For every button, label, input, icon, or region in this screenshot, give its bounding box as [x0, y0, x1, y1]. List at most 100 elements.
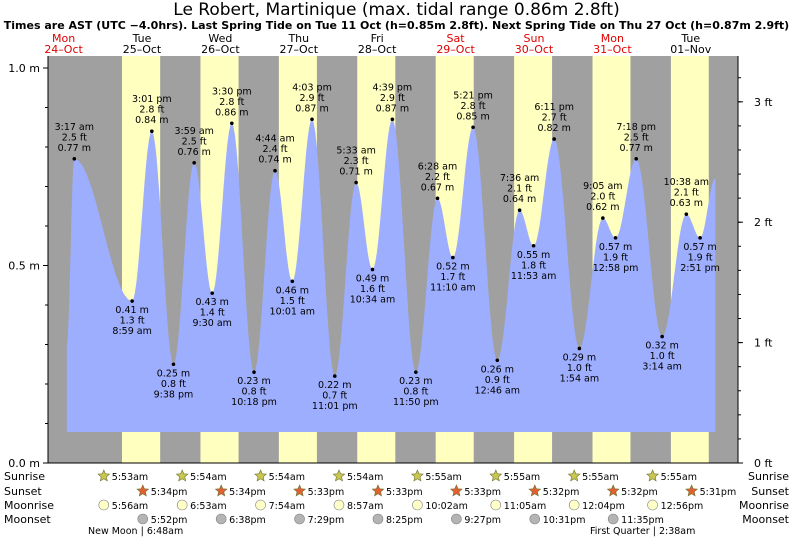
sunset-time: 5:33pm — [464, 487, 501, 498]
low-tide-metres: 0.43 m — [195, 297, 228, 308]
high-tide-marker — [72, 157, 77, 161]
moonset-time: 9:27pm — [464, 515, 501, 526]
high-tide-marker — [552, 137, 556, 141]
moonset-time: 11:35pm — [621, 515, 664, 526]
low-tide-feet: 1.0 ft — [567, 363, 592, 374]
low-tide-marker — [210, 291, 215, 295]
low-tide-metres: 0.41 m — [115, 305, 148, 316]
daylight-band-lower — [200, 432, 239, 463]
low-tide-feet: 0.8 ft — [161, 379, 186, 390]
moonset-icon — [607, 513, 619, 525]
day-name: Mon — [601, 32, 624, 45]
almanac-label-right-sunset: Sunset — [751, 485, 789, 498]
sunset-icon — [685, 484, 699, 497]
almanac-label-sunrise: Sunrise — [4, 470, 45, 483]
sunrise-time: 5:54am — [269, 472, 305, 483]
low-tide-metres: 0.49 m — [356, 273, 389, 284]
sunrise-time: 5:55am — [661, 472, 697, 483]
moonrise-icon — [98, 499, 110, 511]
low-tide-time: 11:53 am — [511, 271, 556, 282]
high-tide-metres: 0.76 m — [177, 147, 210, 158]
sunrise-time: 5:55am — [425, 472, 461, 483]
sunset-time: 5:32pm — [621, 487, 658, 498]
sunset-icon — [214, 484, 228, 497]
low-tide-metres: 0.52 m — [436, 262, 469, 273]
chart-subtitle: Times are AST (UTC −4.0hrs). Last Spring… — [3, 19, 790, 32]
low-tide-feet: 0.8 ft — [403, 387, 428, 398]
high-tide-time: 4:03 pm — [292, 82, 332, 93]
sunrise-time: 5:53am — [112, 472, 148, 483]
sunrise-time: 5:54am — [190, 472, 226, 483]
low-tide-feet: 1.9 ft — [603, 252, 628, 263]
high-tide-metres: 0.62 m — [586, 202, 619, 213]
low-tide-metres: 0.57 m — [683, 242, 716, 253]
high-tide-time: 9:05 am — [583, 181, 622, 192]
low-tide-marker — [451, 255, 455, 260]
low-tide-time: 2:51 pm — [680, 263, 720, 274]
almanac-label-moonset: Moonset — [4, 513, 51, 526]
low-tide-metres: 0.46 m — [276, 285, 309, 296]
day-name: Mon — [52, 32, 75, 45]
low-tide-marker — [531, 243, 536, 248]
low-tide-metres: 0.23 m — [237, 376, 270, 387]
sunset-icon — [606, 484, 620, 497]
low-tide-time: 1:54 am — [560, 373, 599, 384]
day-date: 25–Oct — [123, 43, 162, 56]
sunrise-icon — [646, 469, 660, 482]
moonset-time: 7:29pm — [308, 515, 345, 526]
almanac-label-right-moonrise: Moonrise — [739, 499, 789, 512]
high-tide-metres: 0.87 m — [376, 103, 409, 114]
high-tide-marker — [150, 129, 154, 133]
high-tide-feet: 2.5 ft — [182, 136, 207, 147]
day-name: Fri — [371, 32, 384, 45]
high-tide-time: 5:33 am — [336, 146, 375, 157]
high-tide-metres: 0.77 m — [58, 143, 91, 154]
right-tick-label: 1 ft — [754, 337, 773, 350]
sunset-time: 5:33pm — [386, 487, 423, 498]
low-tide-time: 10:01 am — [270, 306, 315, 317]
high-tide-metres: 0.74 m — [258, 155, 291, 166]
sunset-time: 5:33pm — [308, 487, 345, 498]
left-tick-label: 0.0 m — [8, 457, 40, 470]
high-tide-marker — [601, 216, 605, 220]
day-date: 29–Oct — [436, 43, 475, 56]
low-tide-feet: 0.9 ft — [485, 375, 510, 386]
day-name: Wed — [208, 32, 232, 45]
daylight-band-lower — [122, 432, 161, 463]
day-date: 24–Oct — [44, 43, 83, 56]
day-name: Sun — [524, 32, 545, 45]
low-tide-marker — [660, 334, 664, 339]
low-tide-feet: 1.8 ft — [521, 260, 546, 271]
high-tide-feet: 2.8 ft — [139, 105, 164, 116]
right-tick-label: 0 ft — [754, 457, 773, 470]
high-tide-marker — [310, 117, 314, 122]
high-tide-feet: 2.1 ft — [507, 184, 532, 195]
low-tide-feet: 1.0 ft — [650, 351, 675, 362]
high-tide-time: 7:18 pm — [616, 122, 656, 133]
low-tide-time: 11:10 am — [430, 283, 475, 294]
low-tide-marker — [577, 346, 582, 351]
left-tick-label: 1.0 m — [8, 62, 40, 75]
moonrise-time: 11:05am — [504, 501, 546, 512]
almanac-label-right-sunrise: Sunrise — [748, 470, 789, 483]
high-tide-marker — [192, 161, 196, 165]
sunrise-icon — [410, 469, 424, 482]
high-tide-metres: 0.85 m — [456, 111, 489, 122]
high-tide-time: 3:59 am — [174, 126, 213, 137]
high-tide-marker — [273, 168, 277, 173]
low-tide-metres: 0.29 m — [563, 352, 596, 363]
high-tide-feet: 2.7 ft — [542, 113, 567, 124]
high-tide-marker — [435, 196, 440, 201]
moonset-icon — [137, 513, 149, 525]
high-tide-time: 7:36 am — [500, 173, 539, 184]
low-tide-metres: 0.26 m — [481, 364, 514, 375]
day-name: Tue — [680, 32, 700, 45]
moon-phase-new: New Moon | 6:48am — [88, 526, 183, 537]
sunset-icon — [293, 484, 307, 497]
high-tide-marker — [230, 121, 234, 126]
sunrise-icon — [175, 469, 189, 482]
low-tide-marker — [130, 299, 134, 303]
high-tide-marker — [471, 125, 475, 130]
high-tide-time: 4:44 am — [255, 134, 294, 145]
